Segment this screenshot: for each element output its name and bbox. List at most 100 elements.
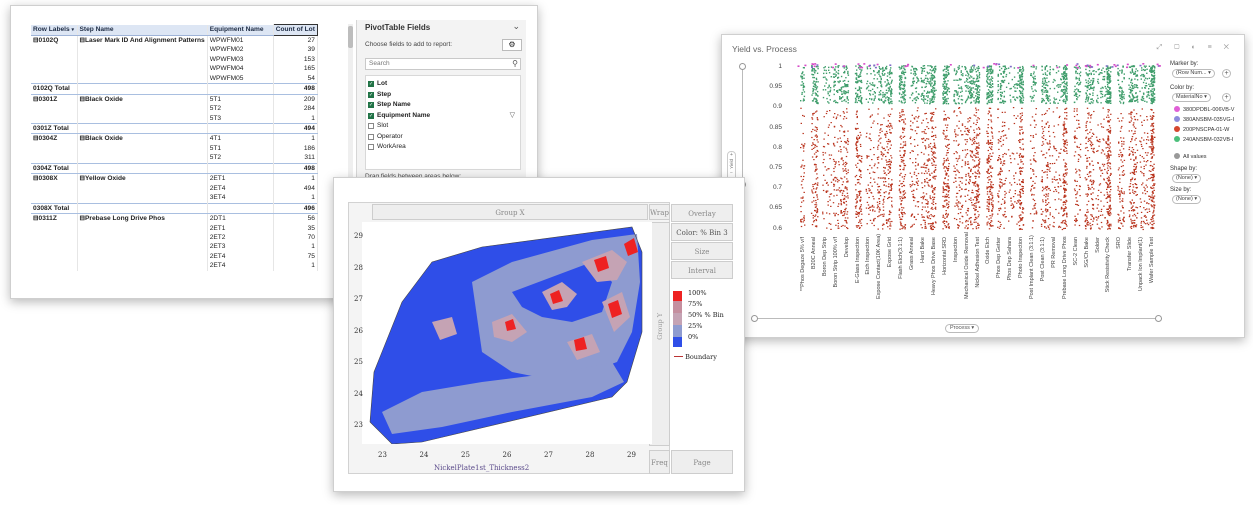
marker-by-dropdown[interactable]: (Row Num... ▾ (1172, 69, 1215, 78)
step-name-cell[interactable] (77, 143, 208, 154)
row-label-cell[interactable] (31, 261, 78, 271)
equipment-cell[interactable]: WPWFM04 (207, 64, 274, 74)
row-label-cell[interactable]: 0308X Total (31, 202, 78, 215)
table-row[interactable]: WPWFM02 39 (31, 45, 318, 55)
count-cell[interactable]: 186 (273, 143, 318, 154)
add-marker-icon[interactable]: + (1222, 69, 1231, 78)
size-by-dropdown[interactable]: (None) ▾ (1172, 195, 1202, 204)
count-cell[interactable]: 498 (273, 83, 318, 95)
add-color-icon[interactable]: + (1222, 93, 1231, 102)
count-cell[interactable]: 494 (273, 183, 318, 194)
count-cell[interactable]: 56 (273, 213, 318, 224)
row-label-cell[interactable] (31, 233, 78, 243)
field-item[interactable]: WorkArea (366, 142, 520, 153)
row-label-cell[interactable] (31, 113, 78, 124)
count-cell[interactable]: 75 (273, 251, 318, 262)
x-axis-selector[interactable]: Process ▾ (945, 324, 980, 333)
contour-plot[interactable] (362, 222, 652, 444)
row-label-cell[interactable] (31, 193, 78, 204)
equipment-cell[interactable]: 4T1 (207, 133, 274, 144)
row-label-cell[interactable]: ⊟0308X (31, 173, 78, 184)
step-name-cell[interactable] (77, 261, 208, 271)
step-name-cell[interactable] (77, 233, 208, 243)
count-cell[interactable]: 35 (273, 223, 318, 234)
row-label-cell[interactable] (31, 183, 78, 194)
count-cell[interactable]: 165 (273, 64, 318, 74)
count-cell[interactable]: 209 (273, 94, 318, 105)
count-cell[interactable]: 1 (273, 133, 318, 144)
overlay-button[interactable]: Overlay (671, 204, 733, 222)
gear-icon[interactable]: ⚙ (502, 39, 522, 51)
field-item[interactable]: Slot (366, 121, 520, 132)
count-cell[interactable]: 70 (273, 233, 318, 243)
shape-by-dropdown[interactable]: (None) ▾ (1172, 174, 1202, 183)
count-cell[interactable]: 496 (273, 202, 318, 215)
step-name-header[interactable]: Step Name (77, 24, 208, 36)
table-row[interactable]: 2ET4 1 (31, 261, 318, 271)
step-name-cell[interactable]: ⊟Yellow Oxide (77, 173, 208, 184)
equipment-cell[interactable]: WPWFM05 (207, 73, 274, 84)
page-button[interactable]: Page (671, 450, 733, 474)
legend-item[interactable]: 240ANSBM-032VB-I (1174, 136, 1233, 143)
table-row[interactable]: 5T3 1 (31, 113, 318, 124)
checkbox[interactable] (368, 123, 374, 130)
row-label-cell[interactable]: ⊟0301Z (31, 94, 78, 105)
table-row[interactable]: 2ET4 494 (31, 183, 318, 194)
y-range-slider[interactable] (739, 63, 746, 188)
equipment-cell[interactable]: WPWFM02 (207, 45, 274, 55)
step-name-cell[interactable] (77, 193, 208, 204)
freq-button[interactable]: Freq (649, 450, 670, 474)
y-axis-selector[interactable]: Yield (729, 159, 734, 169)
count-cell[interactable]: 39 (273, 45, 318, 55)
step-name-cell[interactable]: ⊟Prebase Long Drive Phos (77, 213, 208, 224)
slider-handle-top[interactable] (739, 63, 746, 70)
checkbox[interactable] (368, 144, 374, 151)
count-cell[interactable]: 1 (273, 193, 318, 204)
zoom-in-icon[interactable]: + (730, 152, 733, 158)
filter-icon[interactable]: ▽ (509, 111, 515, 119)
row-label-cell[interactable]: ⊟0311Z (31, 213, 78, 224)
search-input[interactable]: Search ⚲ (365, 58, 521, 70)
equipment-cell[interactable]: 2DT1 (207, 213, 274, 224)
legend-item[interactable]: 380ANSBM-035VG-I (1174, 116, 1234, 123)
checkbox-checked[interactable]: ✓ (368, 81, 374, 88)
equipment-cell[interactable] (207, 123, 274, 135)
table-row[interactable]: 2ET1 35 (31, 223, 318, 234)
equipment-cell[interactable]: 2ET4 (207, 261, 274, 271)
equipment-cell[interactable] (207, 83, 274, 95)
count-cell[interactable]: 311 (273, 153, 318, 164)
count-cell[interactable]: 1 (273, 113, 318, 124)
table-row[interactable]: 2ET3 1 (31, 242, 318, 252)
equipment-cell[interactable]: 2ET2 (207, 233, 274, 243)
table-row[interactable]: 3ET4 1 (31, 193, 318, 204)
count-of-lot-header[interactable]: Count of Lot (272, 24, 318, 36)
row-label-cell[interactable]: 0304Z Total (31, 162, 78, 175)
table-row[interactable]: ⊟0308X ⊟Yellow Oxide 2ET1 1 (31, 173, 318, 184)
step-name-cell[interactable] (77, 153, 208, 164)
row-label-cell[interactable] (31, 104, 78, 114)
equipment-cell[interactable]: 2ET3 (207, 242, 274, 252)
size-button[interactable]: Size (671, 242, 733, 260)
equipment-name-header[interactable]: Equipment Name (207, 24, 274, 36)
step-name-cell[interactable] (77, 73, 208, 84)
count-cell[interactable]: 54 (273, 73, 318, 84)
scrollbar-thumb[interactable] (348, 26, 353, 48)
row-label-cell[interactable] (31, 54, 78, 65)
color-button[interactable]: Color: % Bin 3 (671, 223, 733, 241)
equipment-cell[interactable]: WPWFM03 (207, 54, 274, 65)
count-cell[interactable]: 27 (273, 35, 318, 46)
field-item[interactable]: ✓ Step (366, 90, 520, 101)
row-label-cell[interactable] (31, 251, 78, 262)
step-name-cell[interactable] (77, 54, 208, 65)
equipment-cell[interactable] (207, 162, 274, 175)
table-total-row[interactable]: 0304Z Total 498 (31, 162, 318, 175)
row-label-cell[interactable]: ⊟0102Q (31, 35, 78, 46)
equipment-cell[interactable] (207, 202, 274, 215)
table-row[interactable]: WPWFM03 153 (31, 54, 318, 65)
count-cell[interactable]: 1 (273, 261, 318, 271)
group-y-button[interactable]: Group Y (649, 222, 670, 446)
chevron-down-icon[interactable]: ⌄ (512, 21, 520, 31)
color-by-dropdown[interactable]: MaterialNo ▾ (1172, 93, 1211, 102)
step-name-cell[interactable] (77, 202, 208, 215)
window-toolbar-icons[interactable]: ⤢ ▢ ◐ ≡ ✕ (1156, 44, 1234, 51)
